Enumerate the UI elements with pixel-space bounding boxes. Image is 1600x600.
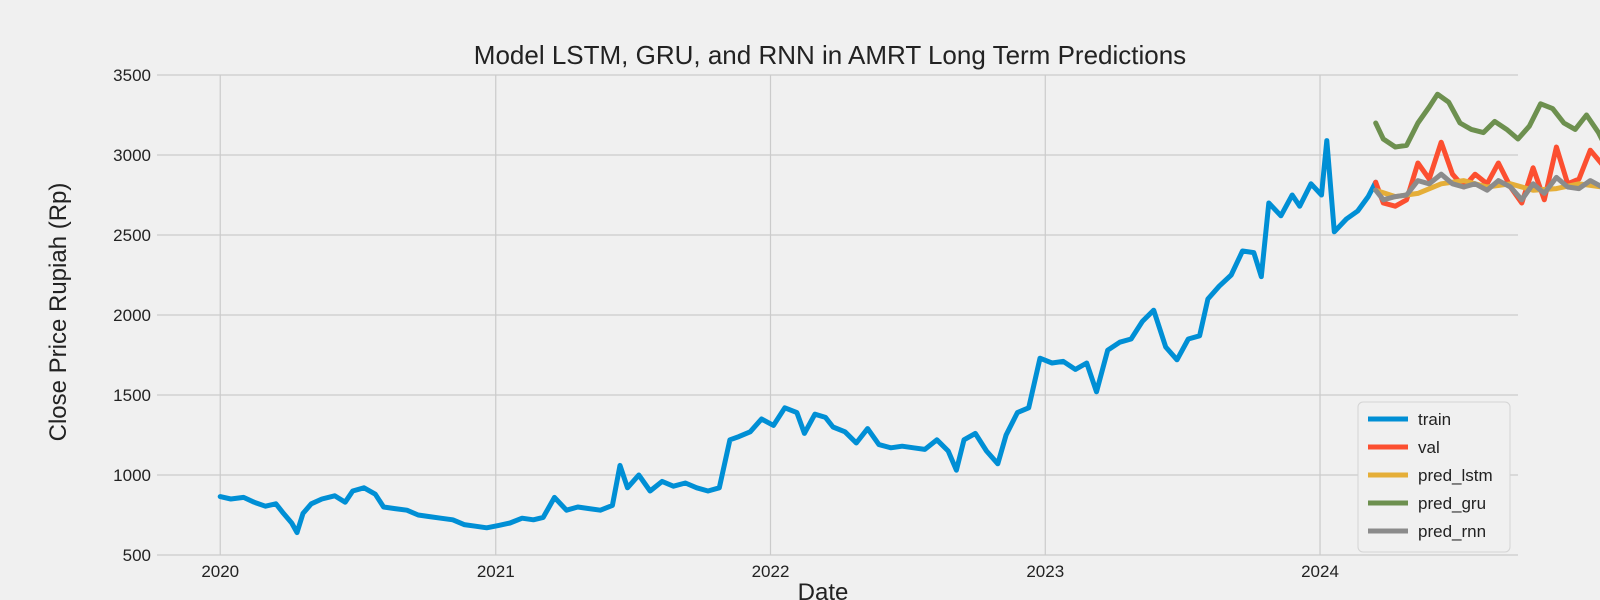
y-axis-label: Close Price Rupiah (Rp) (45, 183, 72, 442)
tick-labels: 500 1000 1500 2000 2500 3000 3500 2020 2021 2022 2… (113, 66, 1339, 581)
legend-label-pred-gru: pred_gru (1418, 494, 1486, 513)
legend: train val pred_lstm pred_gru pred_rnn (1357, 401, 1511, 553)
legend-label-pred-rnn: pred_rnn (1418, 522, 1486, 541)
x-tick-label: 2021 (477, 562, 515, 581)
legend-label-val: val (1418, 438, 1440, 457)
x-tick-label: 2020 (201, 562, 239, 581)
y-tick-label: 2500 (113, 226, 151, 245)
series-line-pred-rnn (1373, 171, 1600, 203)
series-line-val (1373, 139, 1600, 209)
y-tick-label: 3000 (113, 146, 151, 165)
legend-label-train: train (1418, 410, 1451, 429)
legend-label-pred-lstm: pred_lstm (1418, 466, 1493, 485)
y-tick-label: 500 (123, 546, 151, 565)
y-tick-label: 2000 (113, 306, 151, 325)
series-line-train (217, 138, 1379, 536)
x-axis-label: Date (798, 579, 849, 600)
series-line-pred-gru (1373, 91, 1600, 150)
x-tick-label: 2024 (1301, 562, 1339, 581)
grid (157, 74, 1518, 556)
x-tick-label: 2022 (752, 562, 790, 581)
x-tick-label: 2023 (1026, 562, 1064, 581)
y-tick-label: 1500 (113, 386, 151, 405)
series-lines (217, 91, 1600, 536)
legend-box (1357, 401, 1511, 553)
chart-title: Model LSTM, GRU, and RNN in AMRT Long Te… (474, 40, 1186, 70)
y-tick-label: 3500 (113, 66, 151, 85)
y-tick-label: 1000 (113, 466, 151, 485)
